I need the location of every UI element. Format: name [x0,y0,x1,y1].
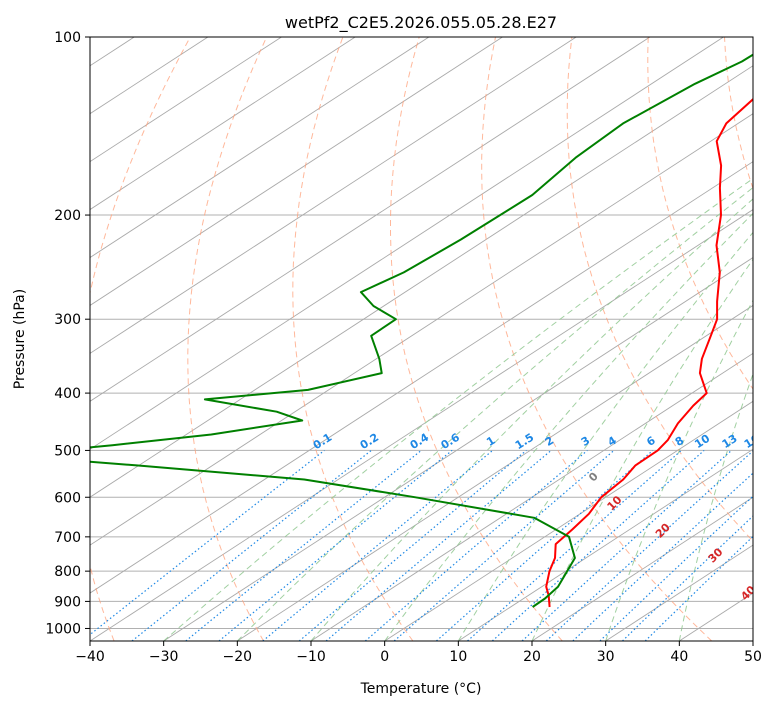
x-tick-label: 40 [670,649,688,665]
y-tick-label: 600 [54,490,81,506]
y-axis-label: Pressure (hPa) [12,289,28,389]
y-tick-label: 900 [54,594,81,610]
chart-title: wetPf2_C2E5.2026.055.05.28.E27 [285,13,557,33]
x-tick-label: −30 [149,649,179,665]
y-tick-label: 100 [54,30,81,46]
y-tick-label: 400 [54,386,81,402]
y-tick-label: 700 [54,530,81,546]
x-tick-label: −10 [296,649,326,665]
x-tick-label: 20 [523,649,541,665]
y-tick-label: 1000 [45,621,81,637]
y-tick-label: 200 [54,208,81,224]
x-tick-label: −20 [223,649,253,665]
x-tick-label: −40 [75,649,105,665]
y-tick-label: 500 [54,443,81,459]
x-tick-label: 10 [449,649,467,665]
x-tick-label: 50 [744,649,762,665]
y-tick-label: 300 [54,312,81,328]
y-tick-label: 800 [54,564,81,580]
x-tick-label: 0 [380,649,389,665]
x-tick-label: 30 [597,649,615,665]
x-axis-label: Temperature (°C) [360,681,482,697]
